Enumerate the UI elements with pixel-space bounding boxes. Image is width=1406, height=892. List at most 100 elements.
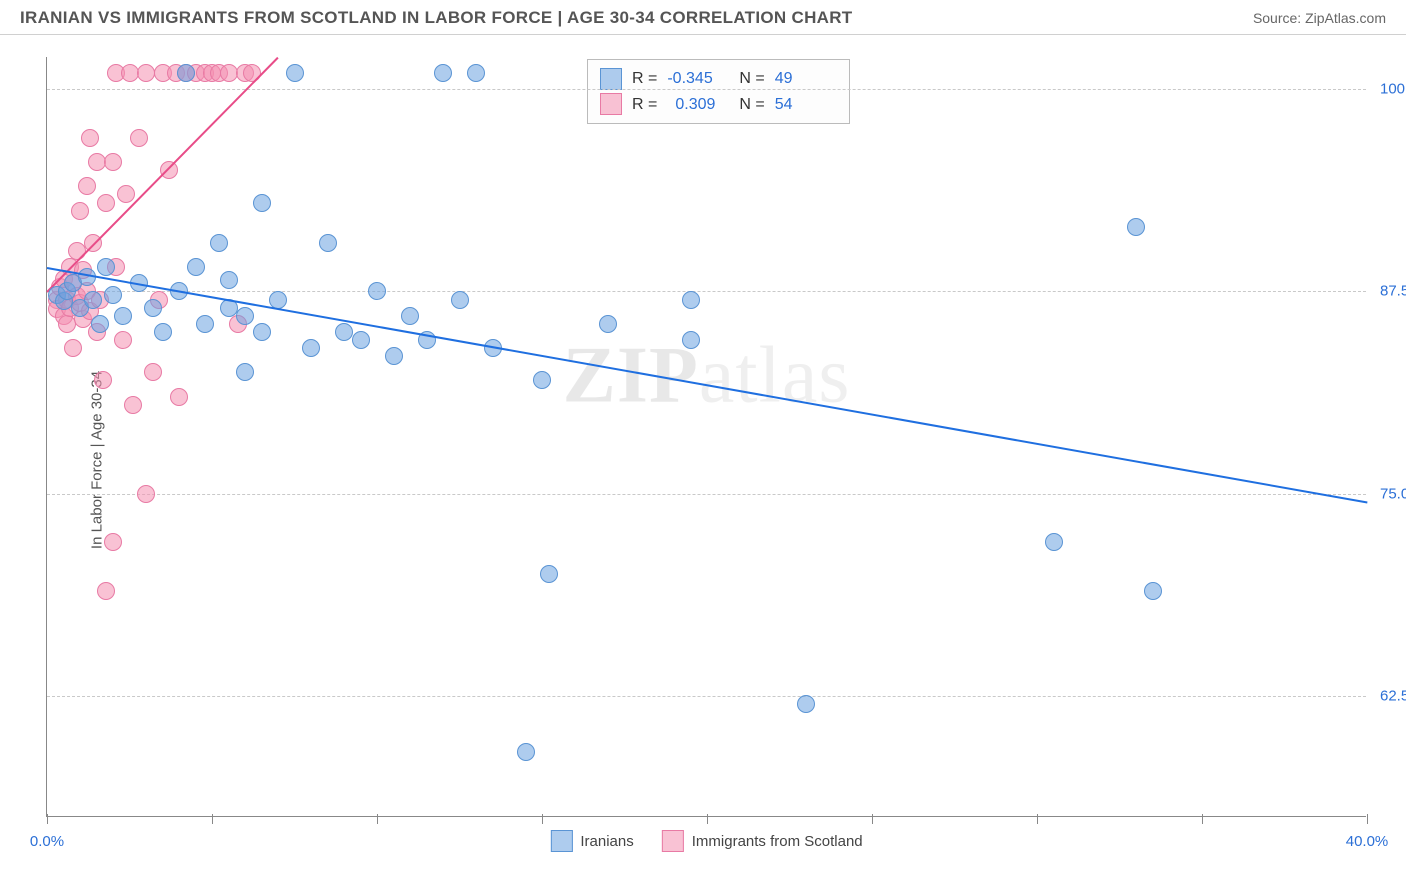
xtick: [377, 814, 378, 824]
data-point-iranians: [1144, 582, 1162, 600]
data-point-iranians: [319, 234, 337, 252]
data-point-iranians: [97, 258, 115, 276]
data-point-scotland: [160, 161, 178, 179]
data-point-scotland: [137, 64, 155, 82]
data-point-scotland: [220, 64, 238, 82]
data-point-iranians: [187, 258, 205, 276]
data-point-iranians: [210, 234, 228, 252]
ytick-label: 75.0%: [1372, 485, 1406, 502]
ytick-label: 62.5%: [1372, 687, 1406, 704]
data-point-scotland: [68, 242, 86, 260]
data-point-iranians: [682, 291, 700, 309]
data-point-iranians: [1127, 218, 1145, 236]
gridline-h: [47, 494, 1366, 495]
data-point-iranians: [599, 315, 617, 333]
source-attribution: Source: ZipAtlas.com: [1253, 10, 1386, 26]
swatch-blue: [600, 68, 622, 90]
data-point-scotland: [71, 202, 89, 220]
trend-line-iranians: [47, 267, 1367, 503]
data-point-iranians: [335, 323, 353, 341]
chart-title: IRANIAN VS IMMIGRANTS FROM SCOTLAND IN L…: [20, 8, 853, 28]
data-point-iranians: [236, 363, 254, 381]
xtick: [872, 814, 873, 824]
data-point-iranians: [385, 347, 403, 365]
data-point-scotland: [124, 396, 142, 414]
data-point-scotland: [97, 582, 115, 600]
data-point-iranians: [302, 339, 320, 357]
data-point-iranians: [797, 695, 815, 713]
data-point-scotland: [58, 315, 76, 333]
plot-area: ZIPatlas R = -0.345 N = 49 R = 0.309 N =…: [46, 57, 1366, 817]
legend-item-iranians: Iranians: [550, 830, 633, 852]
legend-swatch-blue: [550, 830, 572, 852]
r-label: R =: [632, 92, 657, 118]
legend-item-scotland: Immigrants from Scotland: [662, 830, 863, 852]
data-point-iranians: [286, 64, 304, 82]
xtick-label: 40.0%: [1346, 833, 1389, 850]
data-point-scotland: [243, 64, 261, 82]
data-point-scotland: [117, 185, 135, 203]
source-link[interactable]: ZipAtlas.com: [1305, 10, 1386, 26]
xtick: [1367, 814, 1368, 824]
swatch-pink: [600, 93, 622, 115]
data-point-iranians: [352, 331, 370, 349]
data-point-iranians: [682, 331, 700, 349]
data-point-scotland: [78, 177, 96, 195]
data-point-scotland: [144, 363, 162, 381]
legend-label-iranians: Iranians: [580, 833, 633, 850]
data-point-iranians: [269, 291, 287, 309]
data-point-iranians: [154, 323, 172, 341]
chart-container: In Labor Force | Age 30-34 ZIPatlas R = …: [0, 35, 1406, 885]
data-point-iranians: [91, 315, 109, 333]
data-point-scotland: [94, 371, 112, 389]
legend-label-scotland: Immigrants from Scotland: [692, 833, 863, 850]
gridline-h: [47, 291, 1366, 292]
r-value-scotland: 0.309: [667, 92, 729, 118]
source-prefix: Source:: [1253, 10, 1305, 26]
n-value-scotland: 54: [775, 92, 837, 118]
data-point-scotland: [97, 194, 115, 212]
watermark: ZIPatlas: [563, 330, 851, 421]
xtick: [47, 814, 48, 824]
data-point-scotland: [104, 153, 122, 171]
data-point-iranians: [434, 64, 452, 82]
data-point-scotland: [170, 388, 188, 406]
gridline-h: [47, 696, 1366, 697]
data-point-scotland: [104, 533, 122, 551]
data-point-iranians: [220, 271, 238, 289]
data-point-scotland: [88, 153, 106, 171]
xtick: [1202, 814, 1203, 824]
data-point-iranians: [253, 194, 271, 212]
legend-swatch-pink: [662, 830, 684, 852]
ytick-label: 100.0%: [1372, 81, 1406, 98]
trend-line-scotland: [46, 57, 278, 293]
data-point-iranians: [540, 565, 558, 583]
stats-row-scotland: R = 0.309 N = 54: [600, 92, 837, 118]
data-point-iranians: [533, 371, 551, 389]
xtick: [707, 814, 708, 824]
data-point-iranians: [401, 307, 419, 325]
data-point-scotland: [64, 339, 82, 357]
r-value-iranians: -0.345: [667, 66, 729, 92]
data-point-iranians: [84, 291, 102, 309]
data-point-scotland: [137, 485, 155, 503]
stats-row-iranians: R = -0.345 N = 49: [600, 66, 837, 92]
xtick: [212, 814, 213, 824]
n-label: N =: [739, 66, 764, 92]
data-point-iranians: [1045, 533, 1063, 551]
r-label: R =: [632, 66, 657, 92]
data-point-iranians: [368, 282, 386, 300]
chart-header: IRANIAN VS IMMIGRANTS FROM SCOTLAND IN L…: [0, 0, 1406, 35]
xtick-label: 0.0%: [30, 833, 64, 850]
data-point-scotland: [81, 129, 99, 147]
data-point-iranians: [517, 743, 535, 761]
xtick: [542, 814, 543, 824]
data-point-scotland: [130, 129, 148, 147]
data-point-iranians: [467, 64, 485, 82]
data-point-iranians: [236, 307, 254, 325]
data-point-scotland: [121, 64, 139, 82]
data-point-iranians: [104, 286, 122, 304]
data-point-iranians: [451, 291, 469, 309]
data-point-iranians: [177, 64, 195, 82]
bottom-legend: Iranians Immigrants from Scotland: [550, 830, 862, 852]
